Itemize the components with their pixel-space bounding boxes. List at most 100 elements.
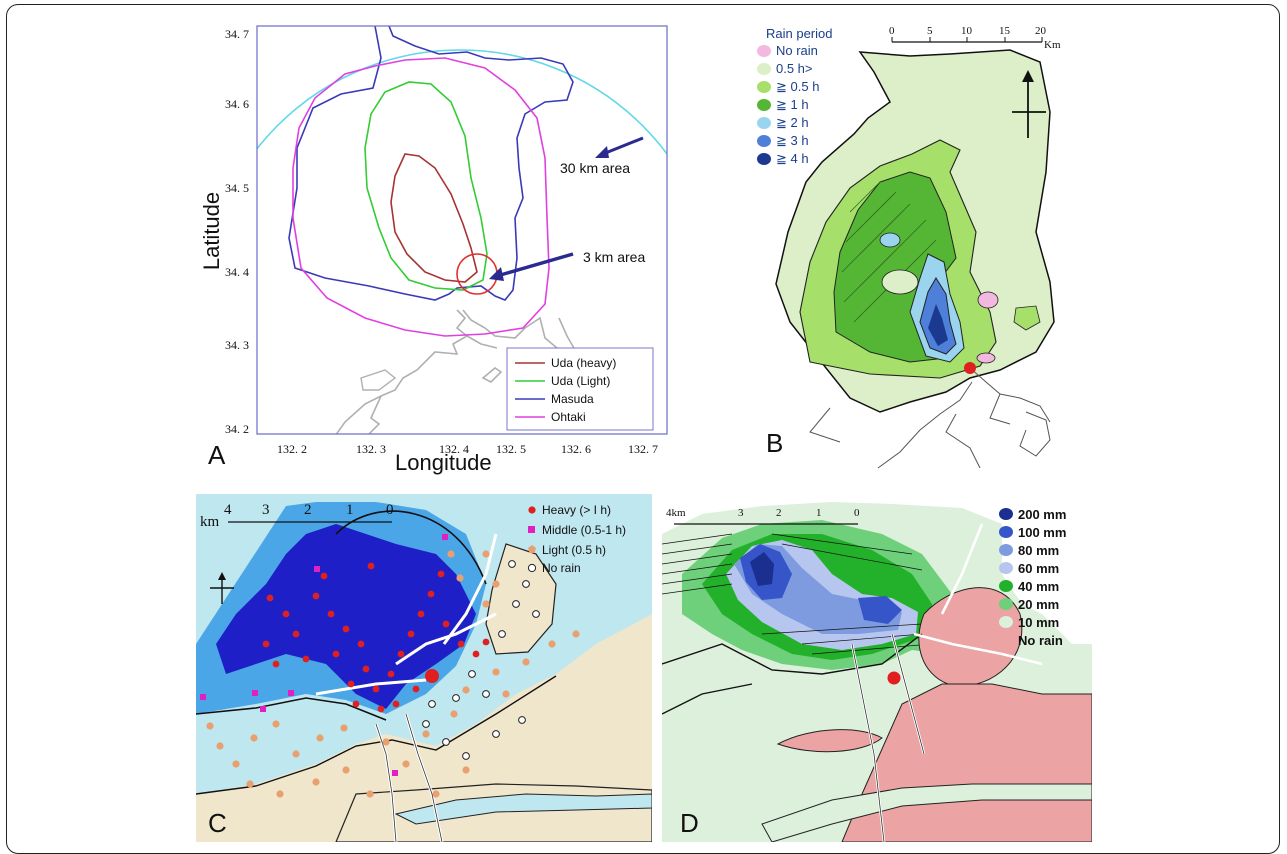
panel-d: 4km 3 2 1 0 200 mm 100 mm 80 mm 60 mm 40… — [662, 494, 1092, 842]
panel-b-map: 0 5 10 15 20 Km Rain period No rain 0.5 … — [757, 25, 1061, 469]
legend-swatch — [757, 135, 771, 147]
scale-prefix: km — [200, 514, 220, 530]
legend-b: Rain period No rain 0.5 h> ≧ 0.5 h ≧ 1 h… — [757, 26, 833, 166]
zone-one-hour-hatch — [841, 181, 937, 323]
y-tick: 34. 4 — [225, 265, 249, 279]
legend-swatch — [527, 563, 537, 573]
zone-no-rain-east — [485, 543, 557, 655]
north-arrow-icon — [1012, 70, 1046, 138]
scale-tick: 5 — [927, 25, 933, 37]
scale-tick: 4 — [224, 502, 232, 518]
thirty-km-circle — [257, 49, 667, 156]
scale-tick: 1 — [346, 502, 354, 518]
legend-swatch — [999, 598, 1013, 610]
north-arrow-icon — [210, 572, 234, 604]
coastline — [335, 309, 577, 434]
hatching — [662, 533, 933, 655]
panel-d-label: D — [680, 808, 699, 838]
scale-tick: 20 — [1035, 25, 1047, 37]
scale-tick: 2 — [776, 507, 782, 519]
site-marker — [887, 671, 901, 685]
legend-label: 40 mm — [1018, 579, 1059, 594]
scale-tick: 0 — [854, 507, 860, 519]
panel-a-label: A — [208, 440, 226, 470]
y-tick: 34. 2 — [225, 422, 249, 436]
legend-swatch — [999, 634, 1013, 646]
scale-tick: 0 — [889, 25, 895, 37]
zone-no-rain-south — [335, 783, 652, 842]
legend-d: 200 mm 100 mm 80 mm 60 mm 40 mm 20 mm 10… — [999, 507, 1066, 648]
three-km-label: 3 km area — [583, 249, 645, 265]
scale-tick: 4km — [666, 507, 686, 519]
y-tick: 34. 5 — [225, 181, 249, 195]
legend-swatch — [528, 506, 536, 514]
zone-heavy — [216, 524, 476, 709]
zone-no-rain — [976, 352, 996, 364]
panel-c-label: C — [208, 808, 227, 838]
legend-label: ≧ 4 h — [776, 151, 809, 166]
legend-label: No rain — [1018, 633, 1063, 648]
middle-points — [200, 534, 448, 776]
legend-swatch — [757, 81, 771, 93]
legend-swatch — [528, 545, 536, 553]
contour-line — [196, 675, 557, 795]
scale-bar: km 4 3 2 1 0 — [200, 502, 394, 530]
three-km-circle — [456, 253, 498, 295]
panel-a-map: 30 km area 3 km area 34. 7 34. 6 34. 5 3… — [225, 25, 668, 456]
scale-tick: 3 — [738, 507, 744, 519]
ohtaki-contour — [292, 57, 550, 337]
legend-label: 100 mm — [1018, 525, 1066, 540]
no-rain-points — [422, 560, 540, 760]
legend-swatch — [999, 508, 1013, 520]
panel-d-map: 4km 3 2 1 0 200 mm 100 mm 80 mm 60 mm 40… — [662, 494, 1092, 842]
legend-label: Ohtaki — [551, 410, 586, 424]
legend-label: 20 mm — [1018, 597, 1059, 612]
river-band — [761, 783, 1092, 842]
y-tick: 34. 7 — [225, 27, 249, 41]
contour-line — [662, 633, 923, 715]
scale-tick: 2 — [304, 502, 312, 518]
scale-tick: 0 — [386, 502, 394, 518]
road-outline — [851, 633, 925, 842]
x-tick: 132. 3 — [356, 442, 386, 456]
legend-label: Masuda — [551, 392, 594, 406]
panel-b-label: B — [766, 428, 784, 458]
island — [360, 369, 397, 391]
site-marker — [425, 669, 439, 683]
arrow-30km — [595, 136, 644, 158]
scale-tick: 3 — [262, 502, 270, 518]
zone-four-hour — [928, 304, 948, 346]
y-axis-label: Latitude — [199, 191, 224, 271]
legend-label: Heavy (> I h) — [542, 503, 611, 517]
scale-tick: 15 — [999, 25, 1011, 37]
zone-200mm — [750, 552, 774, 586]
x-tick: 132. 4 — [439, 442, 469, 456]
legend-label: ≧ 0.5 h — [776, 79, 819, 94]
x-axis-ticks: 132. 2 132. 3 132. 4 132. 5 132. 6 132. … — [277, 442, 658, 456]
scale-tick: 1 — [816, 507, 822, 519]
legend-label: 0.5 h> — [776, 61, 813, 76]
legend-label: ≧ 2 h — [776, 115, 809, 130]
scale-bar: 0 5 10 15 20 Km — [889, 25, 1061, 51]
legend-label: 10 mm — [1018, 615, 1059, 630]
y-tick: 34. 6 — [225, 97, 249, 111]
coastline — [809, 367, 1051, 469]
road-outline — [375, 713, 443, 842]
light-points — [206, 550, 580, 798]
legend-swatch — [999, 544, 1013, 556]
scale-bar: 4km 3 2 1 0 — [666, 507, 860, 525]
zone-half-hour-patch — [881, 269, 919, 295]
legend-swatch — [757, 45, 771, 57]
zone-no-rain — [977, 291, 999, 309]
thirty-km-label: 30 km area — [560, 160, 630, 176]
legend-swatch — [757, 99, 771, 111]
legend-label: 80 mm — [1018, 543, 1059, 558]
zone-no-rain-east — [918, 587, 1023, 687]
x-tick: 132. 7 — [628, 442, 658, 456]
legend-label: Middle (0.5-1 h) — [542, 523, 626, 537]
y-tick: 34. 3 — [225, 338, 249, 352]
legend-c: Heavy (> I h) Middle (0.5-1 h) Light (0.… — [527, 503, 626, 575]
legend-a: Uda (heavy) Uda (Light) Masuda Ohtaki — [506, 347, 654, 431]
x-axis-label: Longitude — [395, 450, 492, 475]
legend-label: 60 mm — [1018, 561, 1059, 576]
